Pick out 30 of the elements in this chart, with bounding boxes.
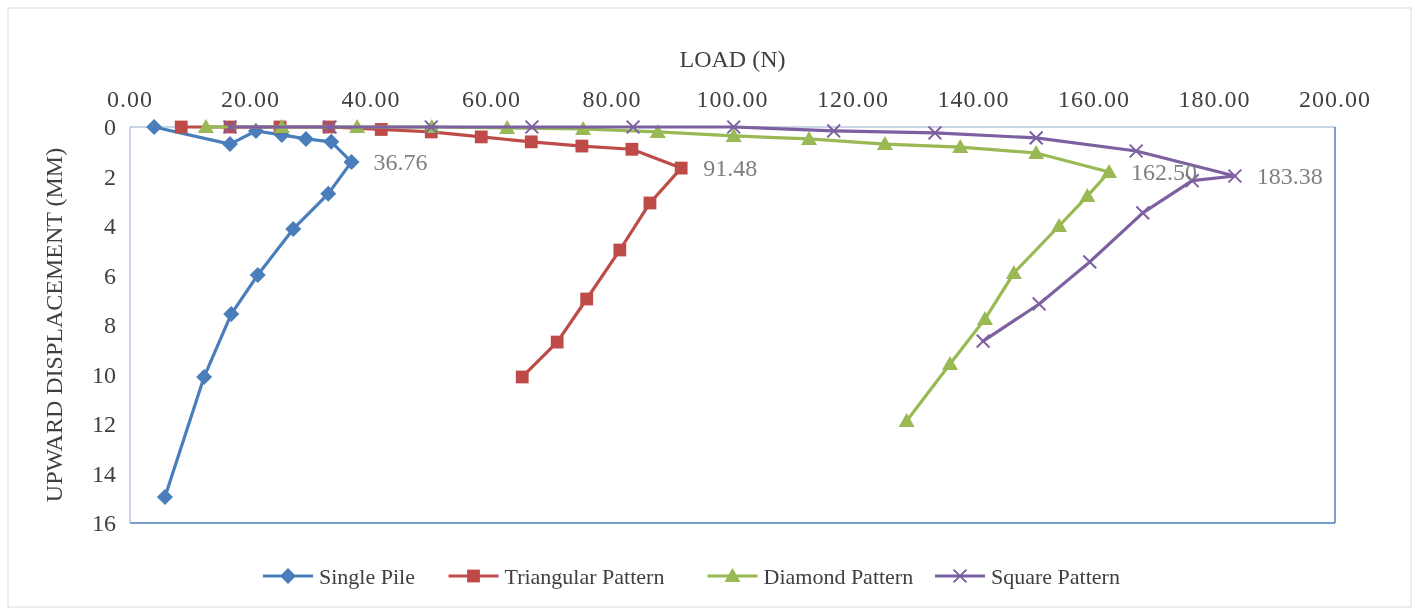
annotation: 162.50 [1131, 159, 1198, 186]
annotation: 91.48 [703, 155, 758, 182]
x-axis-title: LOAD (N) [679, 46, 786, 72]
y-tick-label: 8 [104, 312, 116, 339]
y-tick-label: 4 [104, 213, 116, 240]
x-tick-label: 120.00 [817, 86, 889, 112]
y-tick-label: 16 [92, 510, 116, 537]
annotation: 183.38 [1256, 163, 1323, 190]
legend-label: Single Pile [319, 563, 415, 589]
y-tick-label: 12 [92, 411, 116, 438]
x-tick-label: 200.00 [1299, 86, 1371, 112]
y-tick-label: 2 [104, 163, 116, 190]
x-tick-label: 60.00 [462, 86, 521, 112]
legend-label: Diamond Pattern [763, 563, 914, 589]
annotation: 36.76 [373, 148, 428, 175]
x-tick-label: 40.00 [341, 86, 401, 112]
x-tick-label: 180.00 [1178, 86, 1251, 112]
x-tick-label: 0.00 [107, 86, 153, 112]
legend-label: Triangular Pattern [504, 563, 665, 589]
legend-label: Square Pattern [991, 563, 1120, 589]
x-tick-label: 20.00 [221, 86, 280, 112]
y-tick-label: 6 [104, 262, 116, 289]
y-tick-label: 10 [92, 361, 116, 388]
x-tick-label: 100.00 [696, 86, 769, 112]
y-axis-title: UPWARD DISPLACEMENT (MM) [41, 147, 67, 503]
x-tick-label: 140.00 [937, 86, 1010, 112]
y-tick-label: 0 [104, 114, 116, 141]
y-tick-label: 14 [92, 460, 116, 487]
x-tick-label: 80.00 [582, 86, 642, 112]
x-tick-label: 160.00 [1058, 86, 1130, 112]
